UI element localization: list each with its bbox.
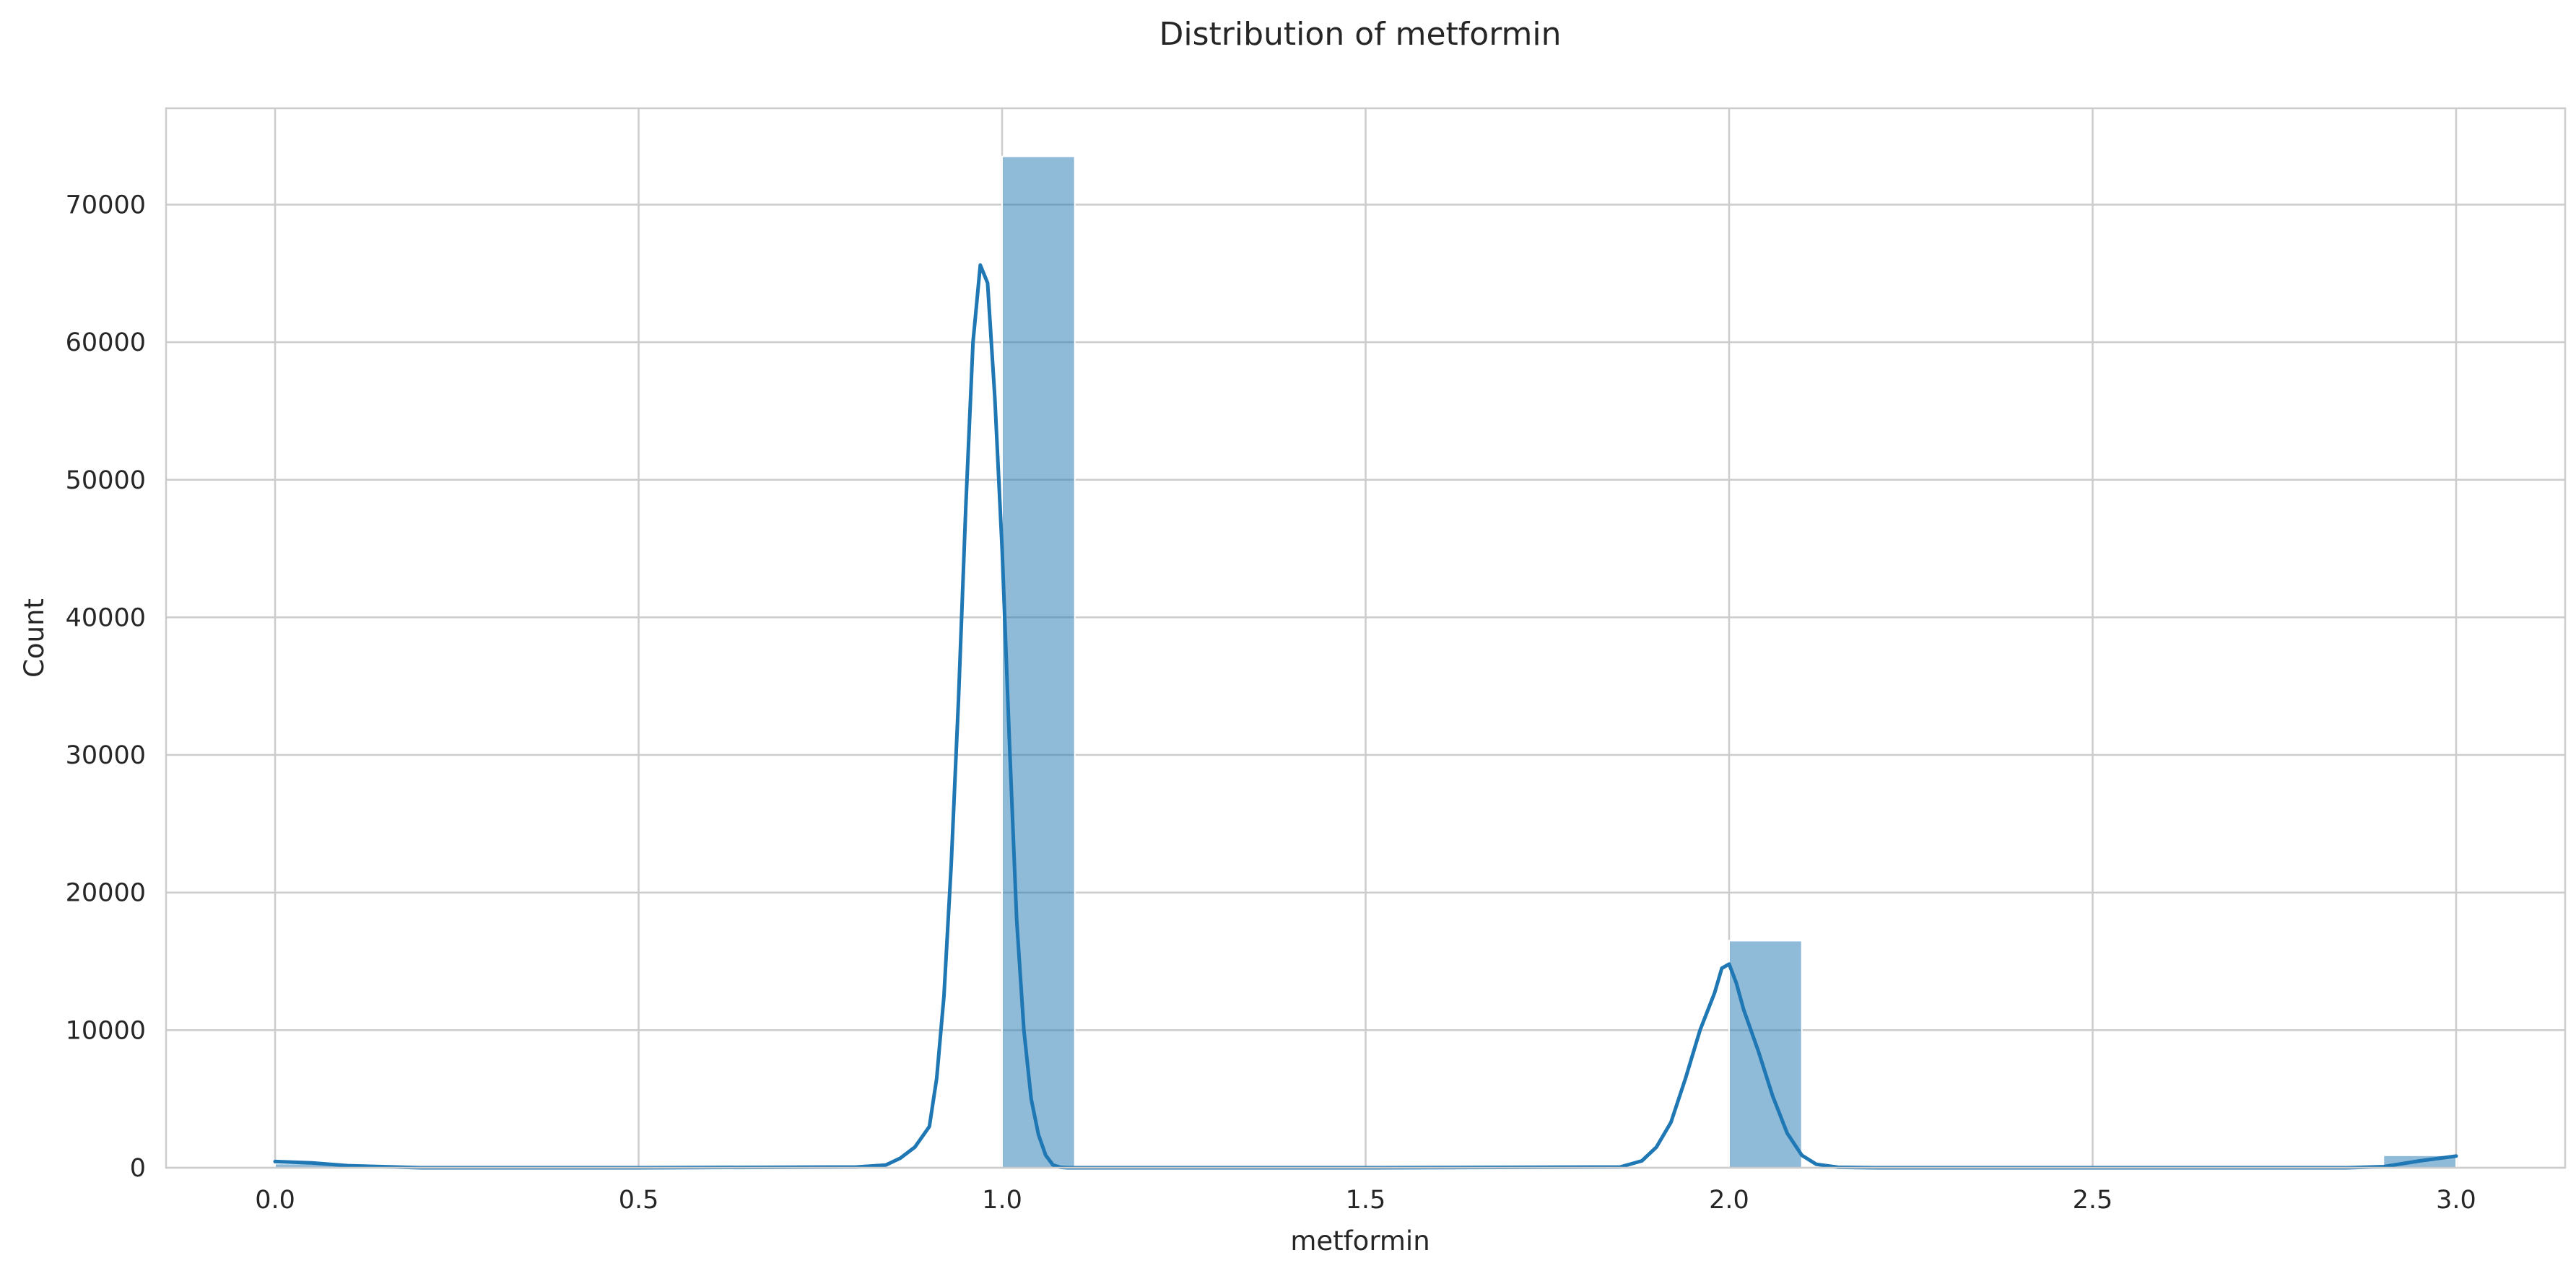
x-tick-label: 1.5 <box>1346 1186 1386 1215</box>
y-tick-labels: 0 10000 20000 30000 40000 50000 60000 70000 <box>66 191 146 1183</box>
x-axis-title: metformin <box>1290 1225 1430 1257</box>
y-tick-label: 10000 <box>66 1016 146 1045</box>
chart-title: Distribution of metformin <box>1159 16 1562 53</box>
plot-frame <box>165 107 2567 1169</box>
y-tick-label: 50000 <box>66 466 146 495</box>
y-axis-title: Count <box>19 598 50 678</box>
histogram-bar <box>1728 940 1803 1169</box>
x-tick-label: 0.5 <box>619 1186 659 1215</box>
y-tick-label: 40000 <box>66 603 146 632</box>
grid <box>166 108 2565 1169</box>
y-tick-label: 20000 <box>66 879 146 908</box>
y-tick-label: 30000 <box>66 741 146 770</box>
x-tick-labels: 0.0 0.5 1.0 1.5 2.0 2.5 3.0 <box>255 1186 2476 1215</box>
y-tick-label: 60000 <box>66 328 146 357</box>
x-tick-label: 3.0 <box>2436 1186 2476 1215</box>
x-tick-label: 0.0 <box>255 1186 295 1215</box>
histogram-bars <box>274 155 2457 1169</box>
histogram-bar <box>1001 155 1076 1168</box>
y-tick-label: 70000 <box>66 191 146 219</box>
x-tick-label: 2.5 <box>2073 1186 2113 1215</box>
x-tick-label: 1.0 <box>982 1186 1022 1215</box>
x-tick-label: 2.0 <box>1709 1186 1749 1215</box>
y-tick-label: 0 <box>130 1154 146 1183</box>
